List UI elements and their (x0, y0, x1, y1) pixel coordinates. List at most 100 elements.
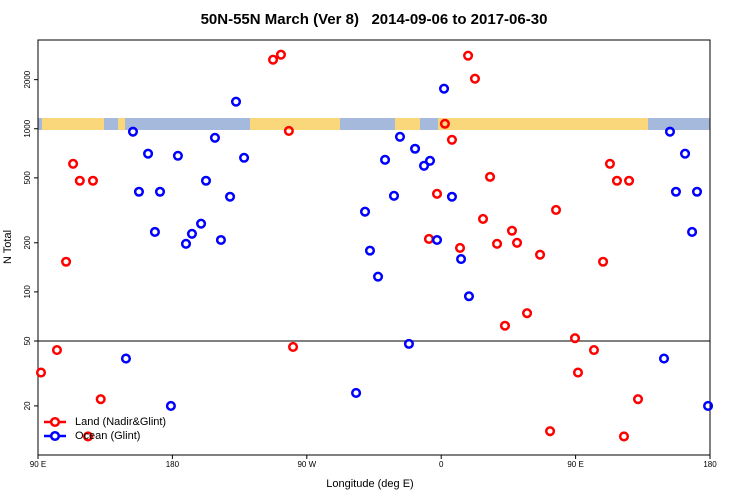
data-point (598, 256, 609, 267)
plot-frame (37, 39, 711, 456)
data-point (506, 225, 518, 236)
data-point (664, 126, 676, 137)
data-point (572, 367, 584, 378)
data-point (372, 271, 384, 282)
data-point (439, 118, 450, 129)
y-tick-label: 500 (23, 171, 32, 185)
data-point (477, 213, 489, 224)
x-tick-label: 90 E (30, 460, 46, 469)
data-point (230, 96, 242, 107)
y-tick-label: 50 (23, 336, 32, 345)
data-point (143, 148, 154, 159)
data-point (283, 125, 294, 136)
y-tick-label: 200 (23, 236, 32, 250)
data-point (200, 175, 212, 186)
data-point (469, 73, 480, 84)
data-point (364, 245, 376, 256)
data-point (484, 171, 496, 182)
data-point (61, 256, 72, 267)
data-point (133, 186, 144, 197)
x-tick-label: 90 E (567, 460, 583, 469)
data-point (149, 226, 160, 238)
data-point (522, 308, 533, 319)
data-point (431, 188, 443, 199)
data-point (95, 394, 106, 405)
data-point (403, 338, 414, 349)
data-point (87, 175, 99, 186)
data-point (209, 132, 221, 143)
data-point (388, 190, 400, 201)
data-point (431, 234, 443, 246)
data-point (51, 344, 63, 356)
data-point (624, 175, 635, 186)
data-point (180, 238, 192, 249)
data-point (288, 341, 299, 352)
data-point (165, 400, 176, 411)
x-tick-label: 0 (439, 460, 444, 469)
x-axis-label: Longitude (deg E) (326, 478, 413, 490)
data-point (446, 134, 458, 145)
legend-label: Ocean (Glint) (75, 430, 140, 442)
x-tick-label: 180 (166, 460, 180, 469)
data-point (127, 126, 139, 137)
x-tick-label: 90 W (297, 460, 316, 469)
data-point (499, 320, 511, 331)
data-point (463, 50, 474, 61)
legend-marker (49, 430, 61, 442)
data-point (438, 83, 450, 94)
data-point (380, 154, 391, 165)
data-point (424, 155, 436, 166)
data-point (74, 175, 85, 186)
land-ocean-strip (38, 118, 710, 130)
data-point (35, 367, 47, 378)
data-point (618, 431, 630, 442)
data-point (446, 191, 458, 202)
data-point (588, 344, 600, 356)
y-tick-label: 1000 (23, 119, 32, 137)
data-point (680, 148, 691, 159)
data-point (691, 186, 703, 197)
data-point (351, 387, 362, 399)
data-point (120, 353, 132, 364)
data-point (512, 237, 523, 248)
data-point (224, 191, 236, 202)
data-point (423, 233, 435, 245)
data-point (186, 228, 198, 239)
y-tick-label: 100 (23, 285, 32, 299)
data-point (569, 333, 581, 344)
x-tick-label: 180 (703, 460, 717, 469)
data-point (550, 204, 562, 215)
legend-marker (49, 416, 61, 428)
data-point (703, 400, 714, 411)
y-tick-label: 20 (23, 401, 32, 410)
data-point (454, 242, 466, 253)
data-point (418, 160, 430, 171)
data-point (463, 291, 475, 302)
legend-label: Land (Nadir&Glint) (75, 416, 166, 428)
y-axis-label: N Total (2, 230, 14, 264)
y-tick-label: 2000 (23, 70, 32, 88)
data-point (535, 249, 546, 260)
data-point (68, 158, 79, 169)
chart-title: 50N-55N March (Ver 8) 2014-09-06 to 2017… (201, 11, 548, 28)
data-point (410, 143, 421, 154)
data-point (670, 186, 682, 197)
data-point (456, 253, 467, 265)
data-point (196, 218, 207, 229)
data-point (545, 426, 556, 437)
data-point (268, 54, 279, 65)
data-point (394, 131, 406, 142)
data-point (632, 394, 644, 405)
data-point (275, 49, 287, 60)
data-point (215, 234, 226, 246)
data-point (611, 175, 623, 186)
data-point (658, 353, 670, 364)
data-point (154, 186, 166, 197)
data-point (172, 150, 183, 161)
data-point (239, 152, 250, 163)
data-point (687, 226, 698, 238)
data-point (359, 206, 371, 217)
data-point (604, 158, 615, 169)
data-point (492, 238, 503, 249)
data-point (82, 431, 94, 442)
